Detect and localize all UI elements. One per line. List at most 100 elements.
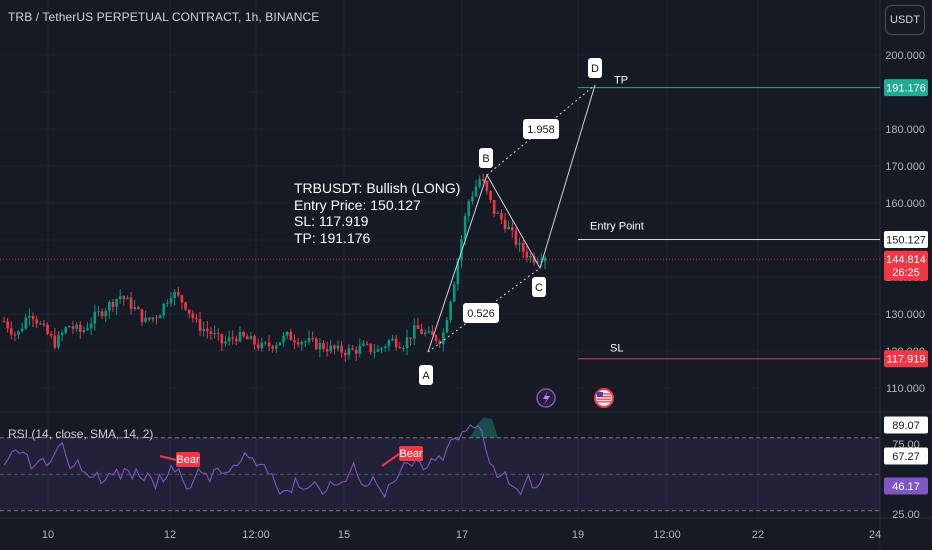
candle-body	[31, 315, 35, 320]
rsi-pane: Bear Bear	[0, 417, 880, 512]
candle-body	[536, 261, 540, 263]
candle-body	[391, 338, 394, 341]
y-tick-label: 160.000	[885, 198, 925, 210]
candle-body	[529, 256, 532, 258]
y-tick-label: 170.000	[885, 161, 925, 173]
candle-body	[107, 302, 111, 311]
x-tick-label: 12:00	[653, 529, 681, 541]
candle-body	[481, 179, 485, 181]
candle-body	[271, 346, 274, 349]
candle-body	[147, 317, 151, 320]
candle-body	[206, 328, 209, 332]
candle-body	[369, 343, 373, 352]
candle-body	[249, 336, 253, 340]
x-tick-label: 15	[338, 529, 350, 541]
sl-price-tag-bg	[884, 350, 928, 368]
candle-body	[463, 215, 467, 240]
candle-body	[53, 335, 57, 348]
candle-body	[474, 186, 478, 197]
candle-body	[278, 342, 282, 346]
candle-body	[122, 296, 126, 300]
candle-body	[93, 311, 97, 324]
candle-body	[285, 331, 289, 336]
candle-body	[471, 196, 474, 202]
candle-body	[155, 317, 158, 319]
candle-body	[111, 302, 115, 308]
tp-price-tag-bg	[884, 79, 928, 97]
candle-body	[209, 331, 213, 335]
candle-body	[46, 324, 49, 334]
candle-body	[282, 335, 285, 343]
candle-body	[173, 291, 176, 299]
bear-label-2: Bear	[399, 448, 423, 460]
candle-body	[57, 335, 60, 348]
candle-body	[126, 297, 129, 300]
tp-label: TP	[614, 75, 628, 87]
bd-ratio-label: 1.958	[527, 124, 555, 136]
candle-body	[445, 319, 449, 333]
bd-ratio-label-bg	[523, 119, 559, 139]
candle-body	[307, 338, 311, 342]
rsi-value-tag-bg	[884, 416, 928, 434]
candle-body	[28, 315, 31, 318]
candle-body	[514, 230, 518, 245]
candle-body	[521, 243, 525, 252]
x-tick-label: 12	[164, 529, 176, 541]
point-c-label-bg	[532, 277, 546, 297]
bear-label-1-bg	[176, 452, 200, 467]
candle-body	[496, 212, 500, 214]
candle-body	[296, 342, 300, 345]
y-tick-label: 130.000	[885, 309, 925, 321]
candle-body	[13, 334, 17, 336]
info-line-tp: TP: 191.176	[294, 229, 371, 246]
candle-body	[478, 179, 481, 187]
candle-body	[511, 226, 514, 231]
candle-body	[158, 315, 162, 319]
candle-body	[449, 301, 452, 320]
candle-body	[340, 345, 343, 353]
candle-body	[187, 309, 191, 314]
trade-info-box: TRBUSDT: Bullish (LONG) Entry Price: 150…	[294, 180, 460, 246]
candle-body	[71, 326, 75, 329]
ac-ratio-label-bg	[463, 303, 499, 323]
candle-body	[503, 219, 507, 230]
rsi-axis-label: 25.00	[892, 509, 920, 521]
candle-body	[460, 239, 463, 261]
tp-price-tag: 191.176	[886, 83, 926, 95]
candle-body	[336, 345, 340, 349]
candle-body	[275, 345, 278, 349]
candle-body	[351, 348, 354, 350]
candle-body	[9, 328, 13, 335]
candle-body	[100, 311, 104, 317]
currency-button[interactable]: USDT	[885, 5, 925, 35]
candle-body	[507, 226, 510, 230]
candle-body	[39, 323, 42, 325]
candle-body	[2, 321, 6, 323]
candle-body	[304, 341, 307, 343]
candle-body	[380, 347, 383, 350]
candle-body	[242, 331, 245, 337]
candle-body	[467, 201, 471, 216]
candle-body	[394, 338, 398, 348]
bear-divergence-2	[381, 453, 400, 467]
sl-price-tag: 117.919	[887, 354, 926, 366]
rsi-line	[3, 424, 545, 499]
candle-body	[293, 340, 296, 343]
abcd-pattern: A B C D 0.526 1.958	[419, 58, 602, 385]
candle-body	[86, 328, 89, 331]
rsi-overbought-fill	[470, 417, 498, 438]
candle-body	[129, 297, 133, 309]
rsi-band	[0, 437, 880, 511]
us-flag-canton	[597, 392, 603, 397]
candle-body	[354, 349, 358, 354]
candle-body	[64, 327, 68, 334]
candle-body	[184, 302, 187, 310]
candle-body	[365, 343, 369, 345]
info-line-signal: TRBUSDT: Bullish (LONG)	[294, 180, 461, 196]
x-tick-label: 19	[572, 529, 584, 541]
candle-body	[68, 326, 71, 328]
candle-body	[89, 323, 93, 329]
candle-body	[264, 342, 267, 344]
